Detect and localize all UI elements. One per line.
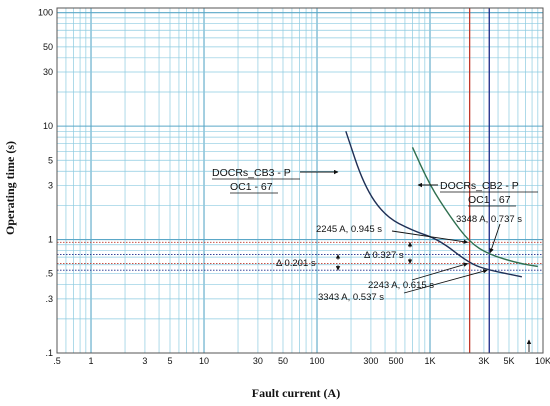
x-tick-label: 5K xyxy=(503,356,514,366)
x-tick-label: 1K xyxy=(424,356,435,366)
x-axis-label: Fault current (A) xyxy=(252,386,340,400)
x-tick-label: 500 xyxy=(388,356,403,366)
cb2-label-line1: DOCRs_CB2 - P xyxy=(440,180,519,192)
annotation-2245a: 2245 A, 0.945 s xyxy=(316,224,382,235)
x-tick-label: 30 xyxy=(253,356,263,366)
annotation-3343a: 3343 A, 0.537 s xyxy=(318,292,384,303)
y-tick-label: 100 xyxy=(38,8,53,18)
y-tick-label: 3 xyxy=(48,180,53,190)
annotation-3348a: 3348 A, 0.737 s xyxy=(456,214,522,225)
y-tick-label: .3 xyxy=(45,294,53,304)
tick-labels: .5 1 3 5 10 30 50 100 300 500 1K 3K 5K 10K .1 .3 .5 1 3 5 10… xyxy=(38,8,550,366)
cb2-label-line2: OC1 - 67 xyxy=(468,194,511,206)
x-tick-label: 10 xyxy=(199,356,209,366)
arrow-2245a xyxy=(391,230,469,244)
y-tick-label: .1 xyxy=(45,348,53,358)
annotation-2243a: 2243 A, 0.615 s xyxy=(368,280,434,291)
x-tick-label: .5 xyxy=(53,356,61,366)
arrow-3343a xyxy=(403,269,488,294)
x-tick-label: 10K xyxy=(535,356,550,366)
y-tick-label: 50 xyxy=(43,42,53,52)
arrow-3348a xyxy=(489,223,501,254)
arrow-2243a xyxy=(411,262,469,281)
y-tick-label: 30 xyxy=(43,67,53,77)
delta-0201: Δ 0.201 s xyxy=(276,258,316,269)
y-axis-label: Operating time (s) xyxy=(3,141,17,235)
y-tick-label: .5 xyxy=(45,269,53,279)
plot-frame xyxy=(56,7,544,354)
reference-lines xyxy=(57,8,543,353)
x-tick-label: 5 xyxy=(167,356,172,366)
x-tick-label: 50 xyxy=(278,356,288,366)
annotation-arrows xyxy=(300,169,532,352)
series-curve xyxy=(345,131,522,278)
y-tick-label: 1 xyxy=(48,235,53,245)
x-tick-label: 3 xyxy=(142,356,147,366)
cb3-label-line1: DOCRs_CB3 - P xyxy=(212,167,291,179)
y-tick-label: 10 xyxy=(43,121,53,131)
x-tick-label: 100 xyxy=(309,356,324,366)
x-tick-label: 3K xyxy=(478,356,489,366)
cb3-label-line2: OC1 - 67 xyxy=(230,181,273,193)
x-tick-label: 1 xyxy=(89,356,94,366)
x-tick-label: 300 xyxy=(363,356,378,366)
y-tick-label: 5 xyxy=(48,155,53,165)
series-curve xyxy=(411,147,538,268)
curves xyxy=(345,131,538,278)
delta-0327: Δ 0.327 s xyxy=(364,250,404,261)
